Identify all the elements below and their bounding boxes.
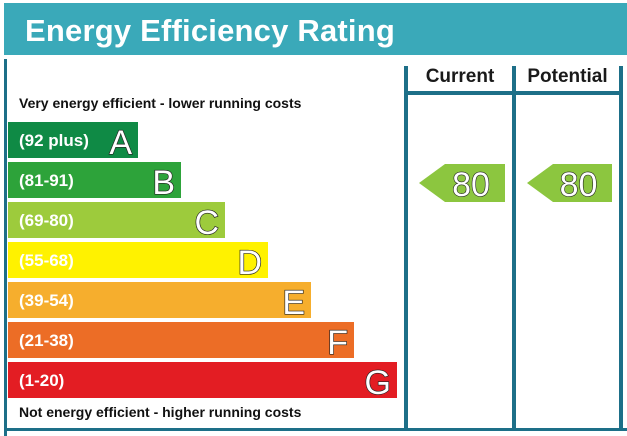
band-e-range: (39-54) [19,291,74,310]
page-title: Energy Efficiency Rating [25,13,396,48]
header-underline [404,91,623,95]
frame-right-line [619,66,623,430]
band-a-letter: A [109,124,132,162]
band-f-range: (21-38) [19,331,74,350]
frame-divider-current [404,66,408,430]
band-c-range: (69-80) [19,211,74,230]
title-bar: Energy Efficiency Rating [4,3,627,55]
current-rating-value: 80 [452,166,490,204]
band-a [8,122,138,158]
potential-rating-arrow [527,164,612,202]
band-g [8,362,397,398]
band-c [8,202,225,238]
band-g-range: (1-20) [19,371,64,390]
potential-rating-value: 80 [560,166,598,204]
inefficient-note: Not energy efficient - higher running co… [19,404,302,420]
efficient-note: Very energy efficient - lower running co… [19,95,302,111]
frame-divider-potential [512,66,516,430]
band-g-letter: G [365,364,391,402]
potential-column-header: Potential [527,66,608,87]
band-d-letter: D [237,244,262,282]
band-c-letter: C [194,204,219,242]
band-e-letter: E [282,284,305,322]
band-e [8,282,311,318]
band-a-range: (92 plus) [19,131,89,150]
band-b-letter: B [152,164,175,202]
band-b [8,162,181,198]
current-rating-arrow [419,164,505,202]
frame-left-line [4,59,7,436]
current-column-header: Current [425,66,495,87]
frame-bottom-line [4,428,627,431]
band-d-range: (55-68) [19,251,74,270]
band-b-range: (81-91) [19,171,74,190]
band-f [8,322,354,358]
band-f-letter: F [327,324,348,362]
band-d [8,242,268,278]
